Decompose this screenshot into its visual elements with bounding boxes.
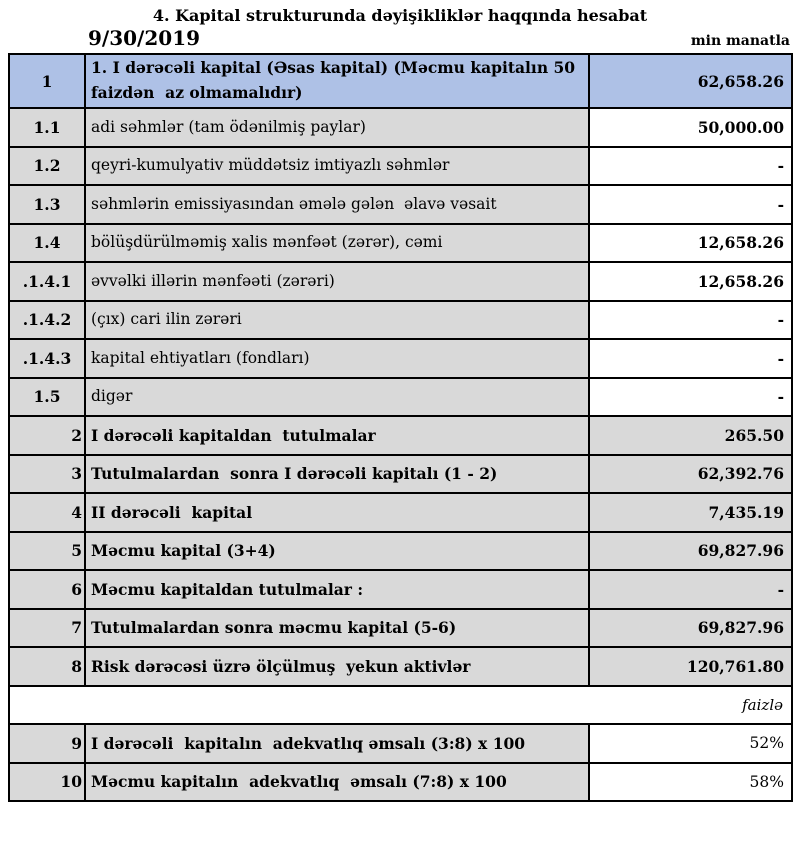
- table-row-1.2: 1.2 qeyri-kumulyativ müddətsiz imtiyazlı …: [8, 145, 793, 186]
- row-number-cell: 10: [8, 761, 86, 802]
- row-label-cell: I dərəcəli kapitaldan tutulmalar: [84, 415, 590, 456]
- row-value-cell: 58%: [588, 761, 793, 802]
- row-label-cell: Tutulmalardan sonra məcmu kapital (5-6): [84, 607, 590, 648]
- table-row-4: 4 II dərəcəli kapital 7,435.19: [8, 492, 793, 533]
- row-value-cell: -: [588, 184, 793, 225]
- report-subheader: 9/30/2019 min manatla: [88, 26, 790, 50]
- report-title: 4. Kapital strukturunda dəyişikliklər ha…: [152, 6, 648, 25]
- row-value-cell: 50,000.00: [588, 107, 793, 148]
- row-value-cell: 52%: [588, 723, 793, 764]
- row-value-cell: -: [588, 569, 793, 610]
- row-value-cell: 62,392.76: [588, 453, 793, 494]
- row-value-cell: 62,658.26: [588, 53, 793, 109]
- table-row-7: 7 Tutulmalardan sonra məcmu kapital (5-6)…: [8, 607, 793, 648]
- row-number-cell: 4: [8, 492, 86, 533]
- report-date: 9/30/2019: [88, 26, 201, 50]
- row-value-cell: 7,435.19: [588, 492, 793, 533]
- row-number-cell: 1.3: [8, 184, 86, 225]
- row-number-cell: 2: [8, 415, 86, 456]
- row-value-cell: -: [588, 338, 793, 379]
- row-number-cell: 8: [8, 646, 86, 687]
- row-label-cell: 1. I dərəcəli kapital (Əsas kapital) (Mə…: [84, 53, 590, 109]
- row-number-cell: 1: [8, 53, 86, 109]
- row-value-cell: -: [588, 376, 793, 417]
- row-label-cell: (çıx) cari ilin zərəri: [84, 299, 590, 340]
- row-value-cell: 12,658.26: [588, 222, 793, 263]
- row-label-cell: II dərəcəli kapital: [84, 492, 590, 533]
- row-number-cell: 1.1: [8, 107, 86, 148]
- row-number-cell: 5: [8, 530, 86, 571]
- row-number-cell: .1.4.1: [8, 261, 86, 302]
- row-value-cell: -: [588, 145, 793, 186]
- table-row-8: 8 Risk dərəcəsi üzrə ölçülmuş yekun aktiv…: [8, 646, 793, 687]
- row-label-cell: əvvəlki illərin mənfəəti (zərəri): [84, 261, 590, 302]
- table-row-1.3: 1.3 səhmlərin emissiyasından əmələ gələn …: [8, 184, 793, 225]
- row-label-cell: digər: [84, 376, 590, 417]
- table-row-.1.4.3: .1.4.3 kapital ehtiyatları (fondları) -: [8, 338, 793, 379]
- table-row-1.1: 1.1 adi səhmlər (tam ödənilmiş paylar) 50,…: [8, 107, 793, 148]
- table-row-5: 5 Məcmu kapital (3+4) 69,827.96: [8, 530, 793, 571]
- row-label-cell: kapital ehtiyatları (fondları): [84, 338, 590, 379]
- table-row-10: 10 Məcmu kapitalın adekvatlıq əmsalı (7:8…: [8, 761, 793, 802]
- row-value-cell: 265.50: [588, 415, 793, 456]
- row-number-cell: 1.5: [8, 376, 86, 417]
- table-row-6: 6 Məcmu kapitaldan tutulmalar :-: [8, 569, 793, 610]
- table-row-.1.4.1: .1.4.1 əvvəlki illərin mənfəəti (zərəri) 1…: [8, 261, 793, 302]
- row-label-cell: Məcmu kapital (3+4): [84, 530, 590, 571]
- row-value-cell: -: [588, 299, 793, 340]
- table-row-3: 3 Tutulmalardan sonra I dərəcəli kapitalı…: [8, 453, 793, 494]
- table-row-1.4: 1.4 bölüşdürülməmiş xalis mənfəət (zərər)…: [8, 222, 793, 263]
- unit-label: min manatla: [690, 33, 790, 49]
- capital-structure-table: 1 1. I dərəcəli kapital (Əsas kapital) (M…: [8, 53, 793, 802]
- row-label-cell: adi səhmlər (tam ödənilmiş paylar): [84, 107, 590, 148]
- row-label-cell: Məcmu kapitalın adekvatlıq əmsalı (7:8) …: [84, 761, 590, 802]
- row-number-cell: .1.4.3: [8, 338, 86, 379]
- row-number-cell: .1.4.2: [8, 299, 86, 340]
- report-page: 4. Kapital strukturunda dəyişikliklər ha…: [8, 6, 793, 802]
- row-label-cell: I dərəcəli kapitalın adekvatlıq əmsalı (…: [84, 723, 590, 764]
- row-value-cell: 120,761.80: [588, 646, 793, 687]
- row-number-cell: 9: [8, 723, 86, 764]
- row-number-cell: 1.2: [8, 145, 86, 186]
- table-row-1: 1 1. I dərəcəli kapital (Əsas kapital) (M…: [8, 53, 793, 109]
- row-label-cell: səhmlərin emissiyasından əmələ gələn əla…: [84, 184, 590, 225]
- row-value-cell: 69,827.96: [588, 607, 793, 648]
- row-value-cell: 69,827.96: [588, 530, 793, 571]
- row-label-cell: qeyri-kumulyativ müddətsiz imtiyazlı səh…: [84, 145, 590, 186]
- table-row-1.5: 1.5 digər -: [8, 376, 793, 417]
- percent-note-cell: faizlə: [8, 684, 793, 725]
- row-number-cell: 1.4: [8, 222, 86, 263]
- row-value-cell: 12,658.26: [588, 261, 793, 302]
- row-number-cell: 3: [8, 453, 86, 494]
- row-label-cell: Risk dərəcəsi üzrə ölçülmuş yekun aktivl…: [84, 646, 590, 687]
- capital-structure-table-body: 1 1. I dərəcəli kapital (Əsas kapital) (M…: [8, 53, 793, 802]
- row-number-cell: 7: [8, 607, 86, 648]
- row-label-cell: bölüşdürülməmiş xalis mənfəət (zərər), c…: [84, 222, 590, 263]
- table-row-.1.4.2: .1.4.2 (çıx) cari ilin zərəri -: [8, 299, 793, 340]
- row-number-cell: 6: [8, 569, 86, 610]
- row-label-cell: Məcmu kapitaldan tutulmalar :: [84, 569, 590, 610]
- row-label-cell: Tutulmalardan sonra I dərəcəli kapitalı …: [84, 453, 590, 494]
- percent-note-row: faizlə: [8, 684, 793, 725]
